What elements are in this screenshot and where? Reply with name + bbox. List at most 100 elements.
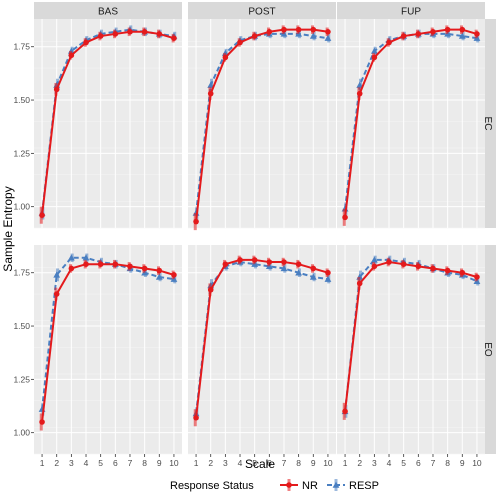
point-nr-5 [97, 33, 104, 39]
x-tick-label: 4 [84, 458, 89, 468]
panel-background [34, 19, 182, 228]
point-nr-5 [251, 257, 258, 263]
x-tick-label: 3 [223, 458, 228, 468]
point-nr-7 [430, 28, 436, 35]
x-tick-label: 5 [401, 458, 406, 468]
x-tick-label: 2 [208, 458, 213, 468]
x-tick-label: 10 [472, 458, 482, 468]
x-tick-label: 3 [372, 458, 377, 468]
point-nr-5 [97, 261, 104, 267]
y-tick-label: 1.75 [13, 42, 30, 52]
point-nr-10 [325, 269, 331, 276]
series-nr [342, 257, 480, 420]
series-line-resp [41, 256, 175, 410]
point-nr-9 [459, 26, 466, 33]
panel-post-eo [188, 245, 336, 455]
series-nr [39, 259, 177, 431]
point-nr-2 [356, 90, 363, 97]
point-nr-6 [112, 31, 119, 37]
point-resp-10 [324, 34, 332, 41]
series-line-nr [41, 263, 175, 423]
point-nr-3 [371, 263, 378, 270]
point-nr-6 [415, 31, 422, 37]
x-tick-label: 7 [282, 458, 287, 468]
x-tick-label: 4 [238, 458, 243, 468]
x-tick-label: 8 [445, 458, 450, 468]
point-nr-1 [342, 408, 348, 415]
point-resp-4 [82, 254, 90, 261]
point-nr-9 [310, 26, 317, 33]
point-nr-9 [156, 267, 163, 274]
column-strip-bas [34, 2, 182, 19]
point-nr-9 [156, 31, 163, 37]
point-nr-10 [325, 28, 331, 35]
point-nr-2 [356, 280, 363, 287]
point-nr-10 [474, 31, 480, 37]
point-nr-8 [141, 265, 148, 272]
x-tick-label: 9 [311, 458, 316, 468]
series-nr [39, 27, 177, 224]
point-resp-10 [324, 275, 332, 282]
x-tick-label: 1 [40, 458, 45, 468]
legend: Response Status NR RESP [170, 479, 379, 492]
point-resp-7 [280, 265, 288, 272]
panels-layer: BAS POST FUP EC EO [34, 2, 496, 455]
x-tick-label: 4 [387, 458, 392, 468]
x-tick-label: 6 [416, 458, 421, 468]
point-nr-2 [207, 90, 214, 97]
legend-marker-resp [332, 481, 340, 488]
series-nr [193, 255, 331, 427]
y-tick-labels: 1.00 1.25 1.50 1.75 1.00 1.25 1.50 1.75 [13, 42, 34, 438]
point-nr-10 [171, 272, 177, 278]
x-tick-label: 9 [157, 458, 162, 468]
panel-fup-ec [337, 19, 485, 229]
point-nr-4 [83, 39, 89, 46]
x-tick-label: 7 [431, 458, 436, 468]
point-nr-2 [53, 291, 60, 297]
point-nr-8 [444, 26, 451, 33]
series-line-nr [344, 261, 478, 412]
point-resp-2 [207, 81, 215, 88]
point-nr-8 [444, 267, 451, 274]
point-nr-4 [237, 257, 243, 263]
x-tick-label: 6 [113, 458, 118, 468]
point-resp-3 [370, 256, 378, 263]
row-strip-label-ec: EC [482, 117, 493, 131]
x-tick-label: 3 [69, 458, 74, 468]
legend-marker-nr [286, 482, 292, 488]
series-line-nr [195, 258, 329, 418]
x-tick-label: 10 [169, 458, 179, 468]
x-tick-label: 1 [343, 458, 348, 468]
point-nr-6 [415, 263, 422, 270]
panel-background [188, 19, 336, 228]
point-nr-3 [222, 54, 229, 61]
point-nr-8 [295, 261, 302, 267]
legend-key-nr [280, 479, 298, 491]
point-nr-9 [310, 265, 317, 272]
x-tick-label: 8 [142, 458, 147, 468]
point-nr-1 [342, 214, 348, 221]
panel-bas-ec [34, 19, 182, 229]
x-tick-label: 5 [252, 458, 257, 468]
x-axis-title: Scale [245, 457, 275, 471]
point-nr-3 [68, 265, 75, 272]
series-line-nr [344, 28, 478, 218]
legend-key-resp [327, 479, 345, 491]
point-nr-10 [171, 35, 177, 41]
point-resp-2 [53, 271, 61, 278]
point-nr-7 [127, 28, 133, 35]
series-line-resp [195, 32, 329, 214]
point-resp-8 [295, 269, 303, 276]
point-resp-9 [155, 273, 163, 280]
y-tick-label: 1.00 [13, 428, 30, 438]
point-nr-1 [193, 414, 199, 421]
point-nr-3 [371, 54, 378, 61]
point-nr-9 [459, 269, 466, 276]
series-nr [342, 25, 480, 226]
y-tick-label: 1.75 [13, 268, 30, 278]
x-tick-label: 10 [323, 458, 333, 468]
series-line-resp [344, 258, 478, 412]
column-strip-fup [337, 2, 485, 19]
point-nr-5 [400, 261, 407, 267]
point-nr-10 [474, 274, 480, 280]
